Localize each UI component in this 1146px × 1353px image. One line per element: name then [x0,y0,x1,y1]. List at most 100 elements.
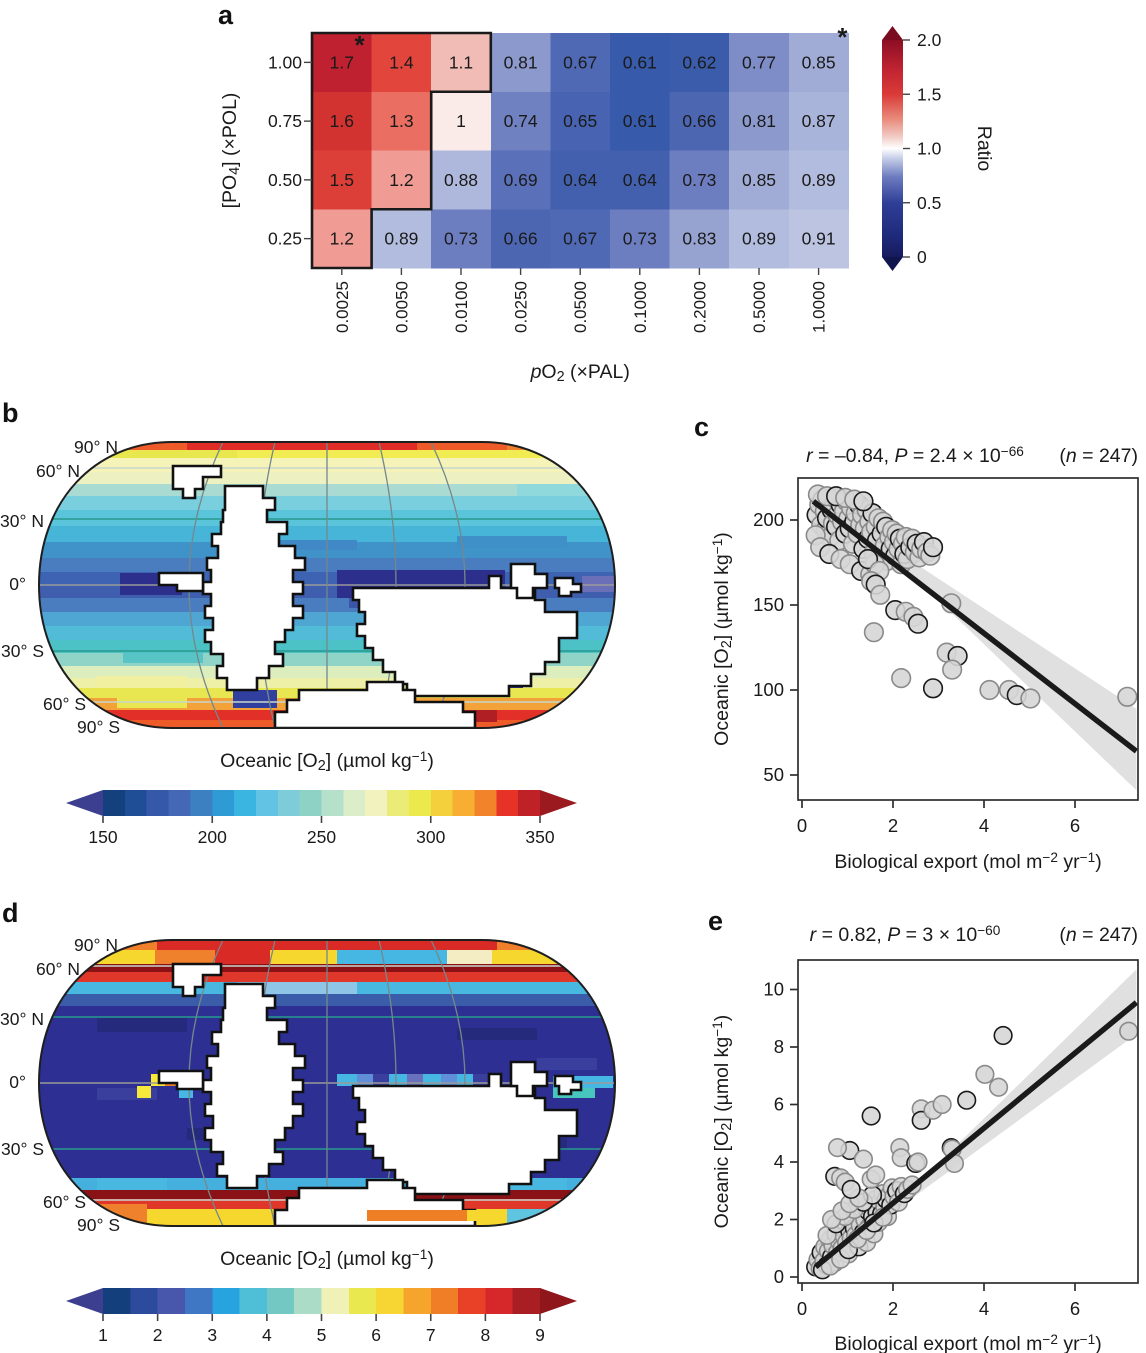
svg-text:150: 150 [753,594,784,615]
panel-d-label: d [2,898,19,928]
svg-text:300: 300 [416,827,445,847]
svg-text:0.67: 0.67 [563,229,597,249]
svg-text:5: 5 [317,1325,327,1345]
svg-text:30° N: 30° N [0,1009,44,1029]
svg-text:0.62: 0.62 [682,52,716,72]
svg-text:0.74: 0.74 [504,111,538,131]
svg-text:0.75: 0.75 [268,111,302,131]
svg-text:4: 4 [774,1151,784,1172]
svg-text:1.4: 1.4 [389,52,414,72]
svg-text:0.0250: 0.0250 [512,281,531,333]
svg-text:0.77: 0.77 [742,52,776,72]
svg-text:Biological export (mol m−2 yr−: Biological export (mol m−2 yr−1) [834,1332,1101,1353]
svg-text:0.89: 0.89 [802,170,836,190]
svg-text:200: 200 [753,509,784,530]
svg-text:0.67: 0.67 [563,52,597,72]
svg-text:30° S: 30° S [1,641,44,661]
svg-text:0°: 0° [9,1072,26,1092]
svg-text:0°: 0° [9,574,26,594]
panel-d-oxygen-map: 90° N 60° N 30° N 0° 30° S 60° S 90° S Oceanic … [0,935,617,1345]
svg-text:Oceanic [O2] (µmol kg−1): Oceanic [O2] (µmol kg−1) [220,749,434,774]
svg-text:30° S: 30° S [1,1139,44,1159]
svg-text:0.88: 0.88 [444,170,478,190]
svg-text:100: 100 [753,679,784,700]
svg-text:90° N: 90° N [74,935,118,955]
svg-text:4: 4 [262,1325,272,1345]
svg-text:1: 1 [98,1325,108,1345]
svg-text:0.66: 0.66 [682,111,716,131]
svg-text:0.0500: 0.0500 [571,281,590,333]
svg-text:0.64: 0.64 [623,170,657,190]
svg-text:6: 6 [371,1325,381,1345]
svg-text:Oceanic [O2] (µmol kg−1): Oceanic [O2] (µmol kg−1) [710,1015,735,1229]
svg-text:1.5: 1.5 [917,84,941,104]
svg-text:0.0025: 0.0025 [333,281,352,333]
svg-text:90° S: 90° S [77,1215,120,1235]
svg-text:1.2: 1.2 [389,170,413,190]
svg-text:0.89: 0.89 [384,229,418,249]
svg-text:10: 10 [763,979,784,1000]
svg-text:60° N: 60° N [36,461,80,481]
svg-text:(n = 247): (n = 247) [1059,445,1138,467]
svg-text:0.81: 0.81 [504,52,538,72]
svg-text:0.50: 0.50 [268,170,302,190]
svg-text:0.5: 0.5 [917,193,941,213]
panel-c-label: c [694,412,710,442]
svg-text:0.2000: 0.2000 [690,281,709,333]
svg-text:150: 150 [88,827,117,847]
svg-text:6: 6 [1070,1298,1080,1319]
svg-text:1.7: 1.7 [330,52,354,72]
svg-text:1.0: 1.0 [917,139,942,159]
svg-text:8: 8 [774,1036,784,1057]
svg-text:60° S: 60° S [43,1192,86,1212]
panel-e-scatter-plot: 0 2 4 6 0 2 4 6 8 10 Biological export (mol m−2 yr… [710,923,1139,1353]
panel-a-label: a [218,0,234,30]
svg-text:0.65: 0.65 [563,111,597,131]
svg-text:0.69: 0.69 [504,170,538,190]
svg-text:0: 0 [774,1266,784,1287]
svg-text:r = 0.82, P = 3 × 10−60: r = 0.82, P = 3 × 10−60 [810,923,1001,946]
svg-text:0: 0 [797,815,807,836]
svg-text:Oceanic [O2] (µmol kg−1): Oceanic [O2] (µmol kg−1) [710,532,735,746]
svg-text:0.73: 0.73 [682,170,716,190]
svg-text:0.25: 0.25 [268,229,302,249]
svg-text:r = –0.84, P = 2.4 × 10−66: r = –0.84, P = 2.4 × 10−66 [806,444,1024,467]
svg-text:8: 8 [481,1325,491,1345]
svg-text:0.5000: 0.5000 [750,281,769,333]
svg-text:0.1000: 0.1000 [631,281,650,333]
svg-text:200: 200 [198,827,227,847]
svg-text:2: 2 [888,815,898,836]
svg-text:0: 0 [917,247,927,267]
svg-text:0.73: 0.73 [444,229,478,249]
svg-text:0.0100: 0.0100 [452,281,471,333]
svg-text:90° S: 90° S [77,717,120,737]
svg-text:0.83: 0.83 [682,229,716,249]
svg-text:60° N: 60° N [36,959,80,979]
svg-text:9: 9 [535,1325,545,1345]
svg-text:3: 3 [207,1325,217,1345]
svg-text:0.66: 0.66 [504,229,538,249]
svg-text:0.61: 0.61 [623,52,657,72]
svg-text:(n = 247): (n = 247) [1059,924,1138,946]
svg-text:0: 0 [797,1298,807,1319]
svg-text:Oceanic [O2] (µmol kg−1): Oceanic [O2] (µmol kg−1) [220,1247,434,1272]
svg-text:*: * [837,22,848,52]
svg-text:2: 2 [888,1298,898,1319]
svg-text:0.73: 0.73 [623,229,657,249]
svg-text:pO2 (×PAL): pO2 (×PAL) [530,361,630,385]
svg-text:4: 4 [979,815,989,836]
svg-text:30° N: 30° N [0,511,44,531]
svg-text:4: 4 [979,1298,989,1319]
svg-text:1.5: 1.5 [330,170,354,190]
panel-a-ratio-heatmap: 1.7 1.4 1.1 0.81 0.67 0.61 0.62 0.77 0.85 1.6 1.3 1… [219,22,995,385]
svg-text:6: 6 [1070,815,1080,836]
svg-text:0.85: 0.85 [742,170,776,190]
panel-e-label: e [708,906,724,936]
svg-text:60° S: 60° S [43,694,86,714]
svg-text:0.0050: 0.0050 [392,281,411,333]
svg-text:0.85: 0.85 [802,52,836,72]
svg-text:250: 250 [307,827,336,847]
svg-text:2: 2 [153,1325,163,1345]
svg-text:350: 350 [525,827,554,847]
